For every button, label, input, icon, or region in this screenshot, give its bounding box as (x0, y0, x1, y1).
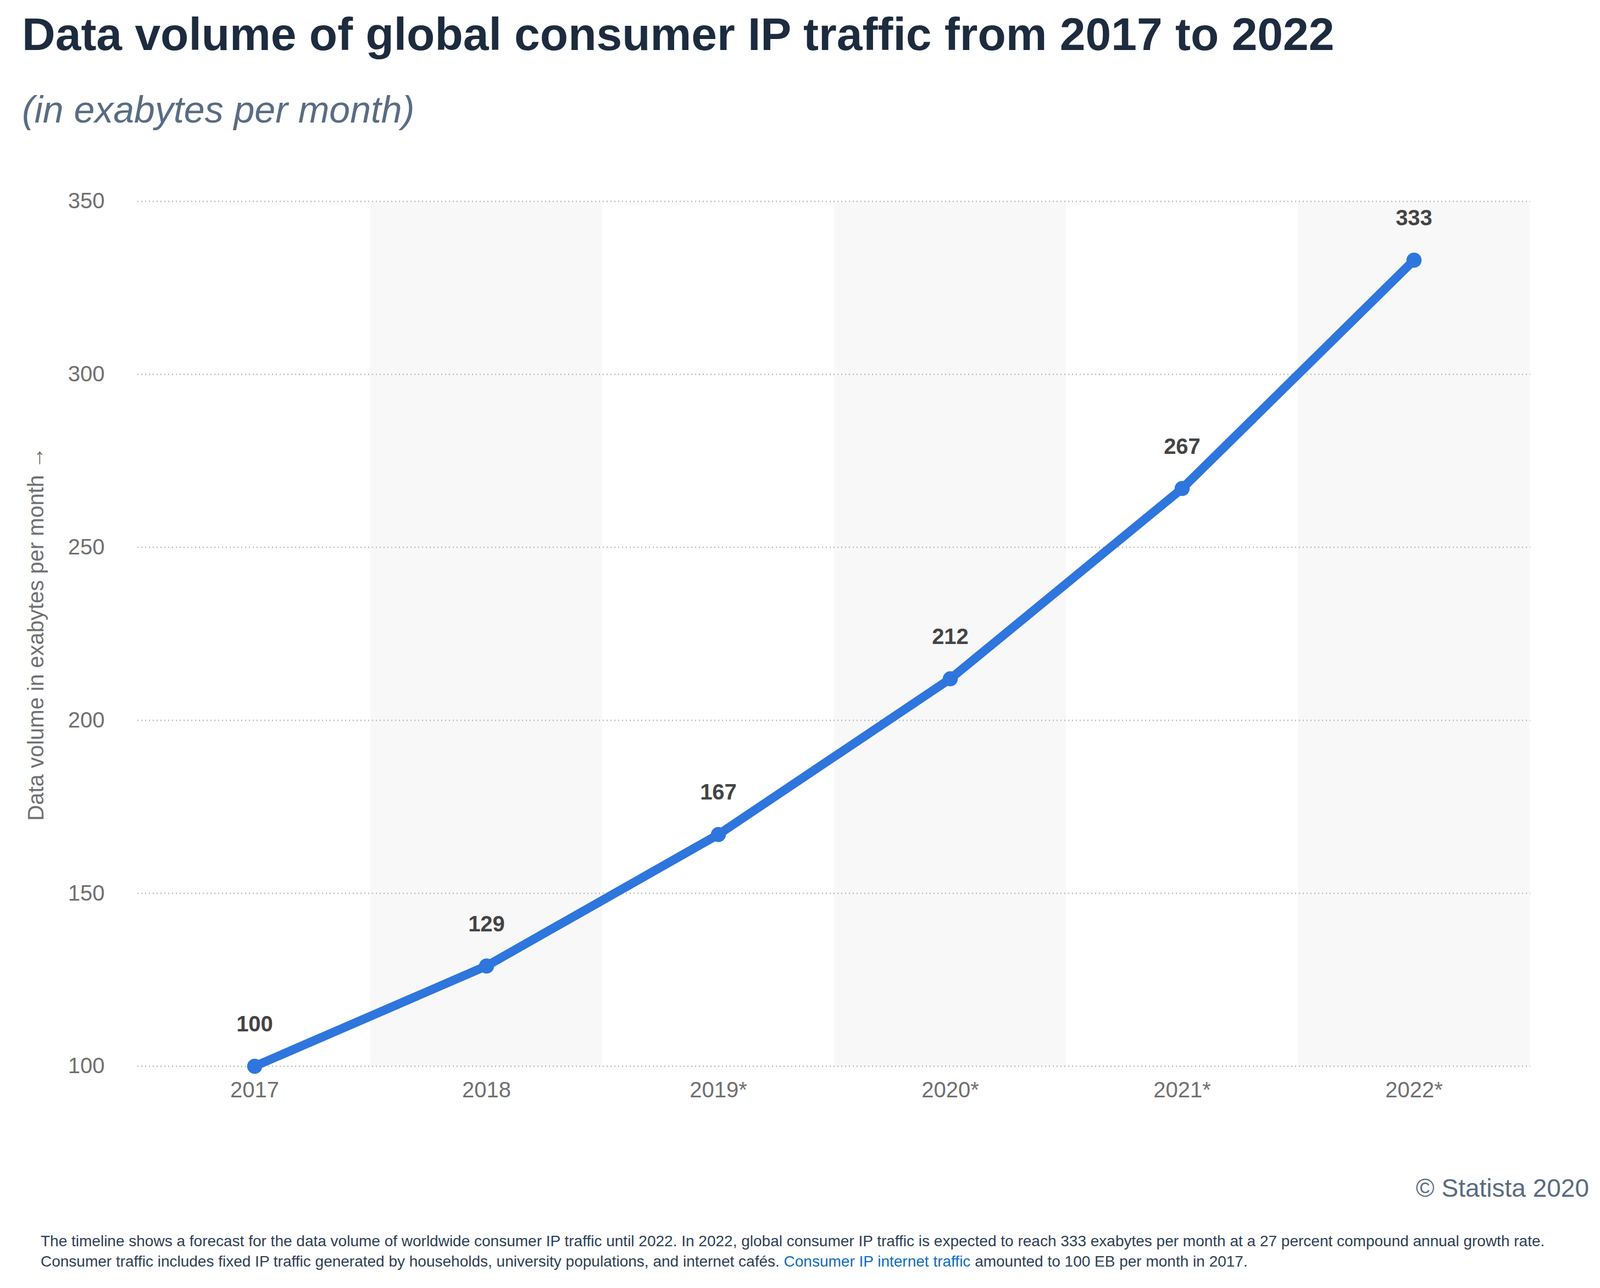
svg-text:Data volume in exabytes per mo: Data volume in exabytes per month → (23, 446, 48, 821)
svg-text:2019*: 2019* (689, 1077, 748, 1102)
svg-text:300: 300 (68, 361, 105, 386)
svg-text:100: 100 (68, 1053, 105, 1078)
svg-text:2018: 2018 (462, 1077, 511, 1102)
svg-text:129: 129 (468, 911, 505, 936)
html-text:The timeline shows a forecast: The timeline shows a forecast for the da… (40, 1232, 1545, 1270)
svg-text:250: 250 (68, 534, 105, 559)
html-text:Data volume of global consumer: Data volume of global consumer IP traffi… (21, 8, 1335, 60)
svg-text:267: 267 (1163, 434, 1201, 459)
svg-text:212: 212 (931, 624, 969, 649)
html-text:(in exabytes per month): (in exabytes per month) (21, 88, 415, 131)
svg-text:2017: 2017 (230, 1077, 280, 1102)
svg-text:100: 100 (236, 1011, 274, 1036)
svg-text:2020*: 2020* (921, 1077, 980, 1102)
svg-text:200: 200 (68, 707, 105, 732)
html-text:© Statista 2020: © Statista 2020 (1415, 1173, 1590, 1203)
svg-text:167: 167 (700, 779, 737, 804)
svg-text:333: 333 (1395, 205, 1433, 230)
svg-text:2022*: 2022* (1385, 1077, 1443, 1102)
svg-text:350: 350 (68, 188, 105, 213)
svg-text:2021*: 2021* (1153, 1077, 1211, 1102)
svg-text:150: 150 (68, 880, 105, 905)
